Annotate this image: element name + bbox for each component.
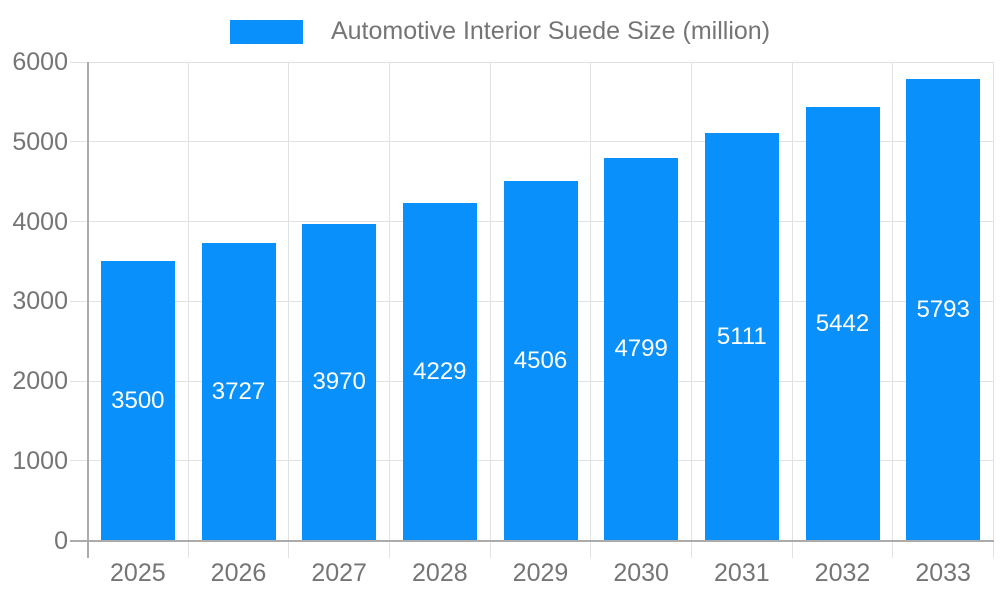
bar-2030[interactable] <box>604 157 679 541</box>
bar-value-label: 5111 <box>716 322 767 350</box>
y-axis-tick-label: 3000 <box>12 287 68 316</box>
bar-value-label: 4229 <box>413 357 467 385</box>
y-axis-tick-label: 1000 <box>12 446 68 475</box>
bar-value-label: 4506 <box>513 346 568 374</box>
x-axis-tick-label: 2031 <box>714 558 770 587</box>
gridline-vertical <box>288 62 290 558</box>
bar-2027[interactable] <box>302 223 377 541</box>
gridline-vertical <box>791 62 793 558</box>
y-axis-tick-label: 6000 <box>12 48 68 76</box>
y-axis-tick-label: 5000 <box>12 127 68 156</box>
y-axis-tick-label: 4000 <box>12 207 68 236</box>
bar-2031[interactable] <box>704 132 779 541</box>
y-axis-tick-label: 0 <box>54 526 68 555</box>
x-axis-tick-label: 2032 <box>814 558 871 587</box>
gridline-vertical <box>892 62 894 558</box>
bar-value-label: 3727 <box>211 377 266 405</box>
gridline-vertical <box>489 62 491 558</box>
gridline-horizontal <box>70 61 994 63</box>
bar-value-label: 5442 <box>815 309 870 337</box>
bar-2026[interactable] <box>201 243 276 541</box>
gridline-vertical <box>389 62 390 558</box>
legend-color-swatch <box>229 19 303 44</box>
bar-2033[interactable] <box>906 78 981 541</box>
x-axis-tick-label: 2028 <box>412 558 468 587</box>
gridline-vertical <box>187 62 189 558</box>
bar-value-label: 5793 <box>916 295 970 323</box>
x-axis-tick-label: 2033 <box>915 558 971 587</box>
bar-2032[interactable] <box>805 106 880 541</box>
bar-value-label: 3500 <box>111 386 165 414</box>
x-axis-tick-label: 2026 <box>210 558 267 587</box>
y-axis-tick-label: 2000 <box>12 367 68 395</box>
x-axis-baseline <box>70 539 994 542</box>
gridline-vertical <box>691 62 692 558</box>
gridline-horizontal <box>70 141 994 143</box>
bar-value-label: 4799 <box>614 335 668 363</box>
bar-2025[interactable] <box>100 261 175 541</box>
x-axis-tick-label: 2029 <box>512 558 569 587</box>
legend[interactable]: Automotive Interior Suede Size (million) <box>0 17 1000 46</box>
x-axis-tick-label: 2027 <box>311 558 367 587</box>
y-axis-line <box>86 62 89 558</box>
x-axis-tick-label: 2030 <box>613 558 669 587</box>
gridline-vertical <box>993 62 994 558</box>
bar-2029[interactable] <box>503 181 578 541</box>
bar-value-label: 3970 <box>312 368 366 396</box>
legend-label: Automotive Interior Suede Size (million) <box>330 17 771 45</box>
gridline-vertical <box>590 62 592 558</box>
x-axis-tick-label: 2025 <box>110 558 166 587</box>
bar-2028[interactable] <box>402 203 477 541</box>
